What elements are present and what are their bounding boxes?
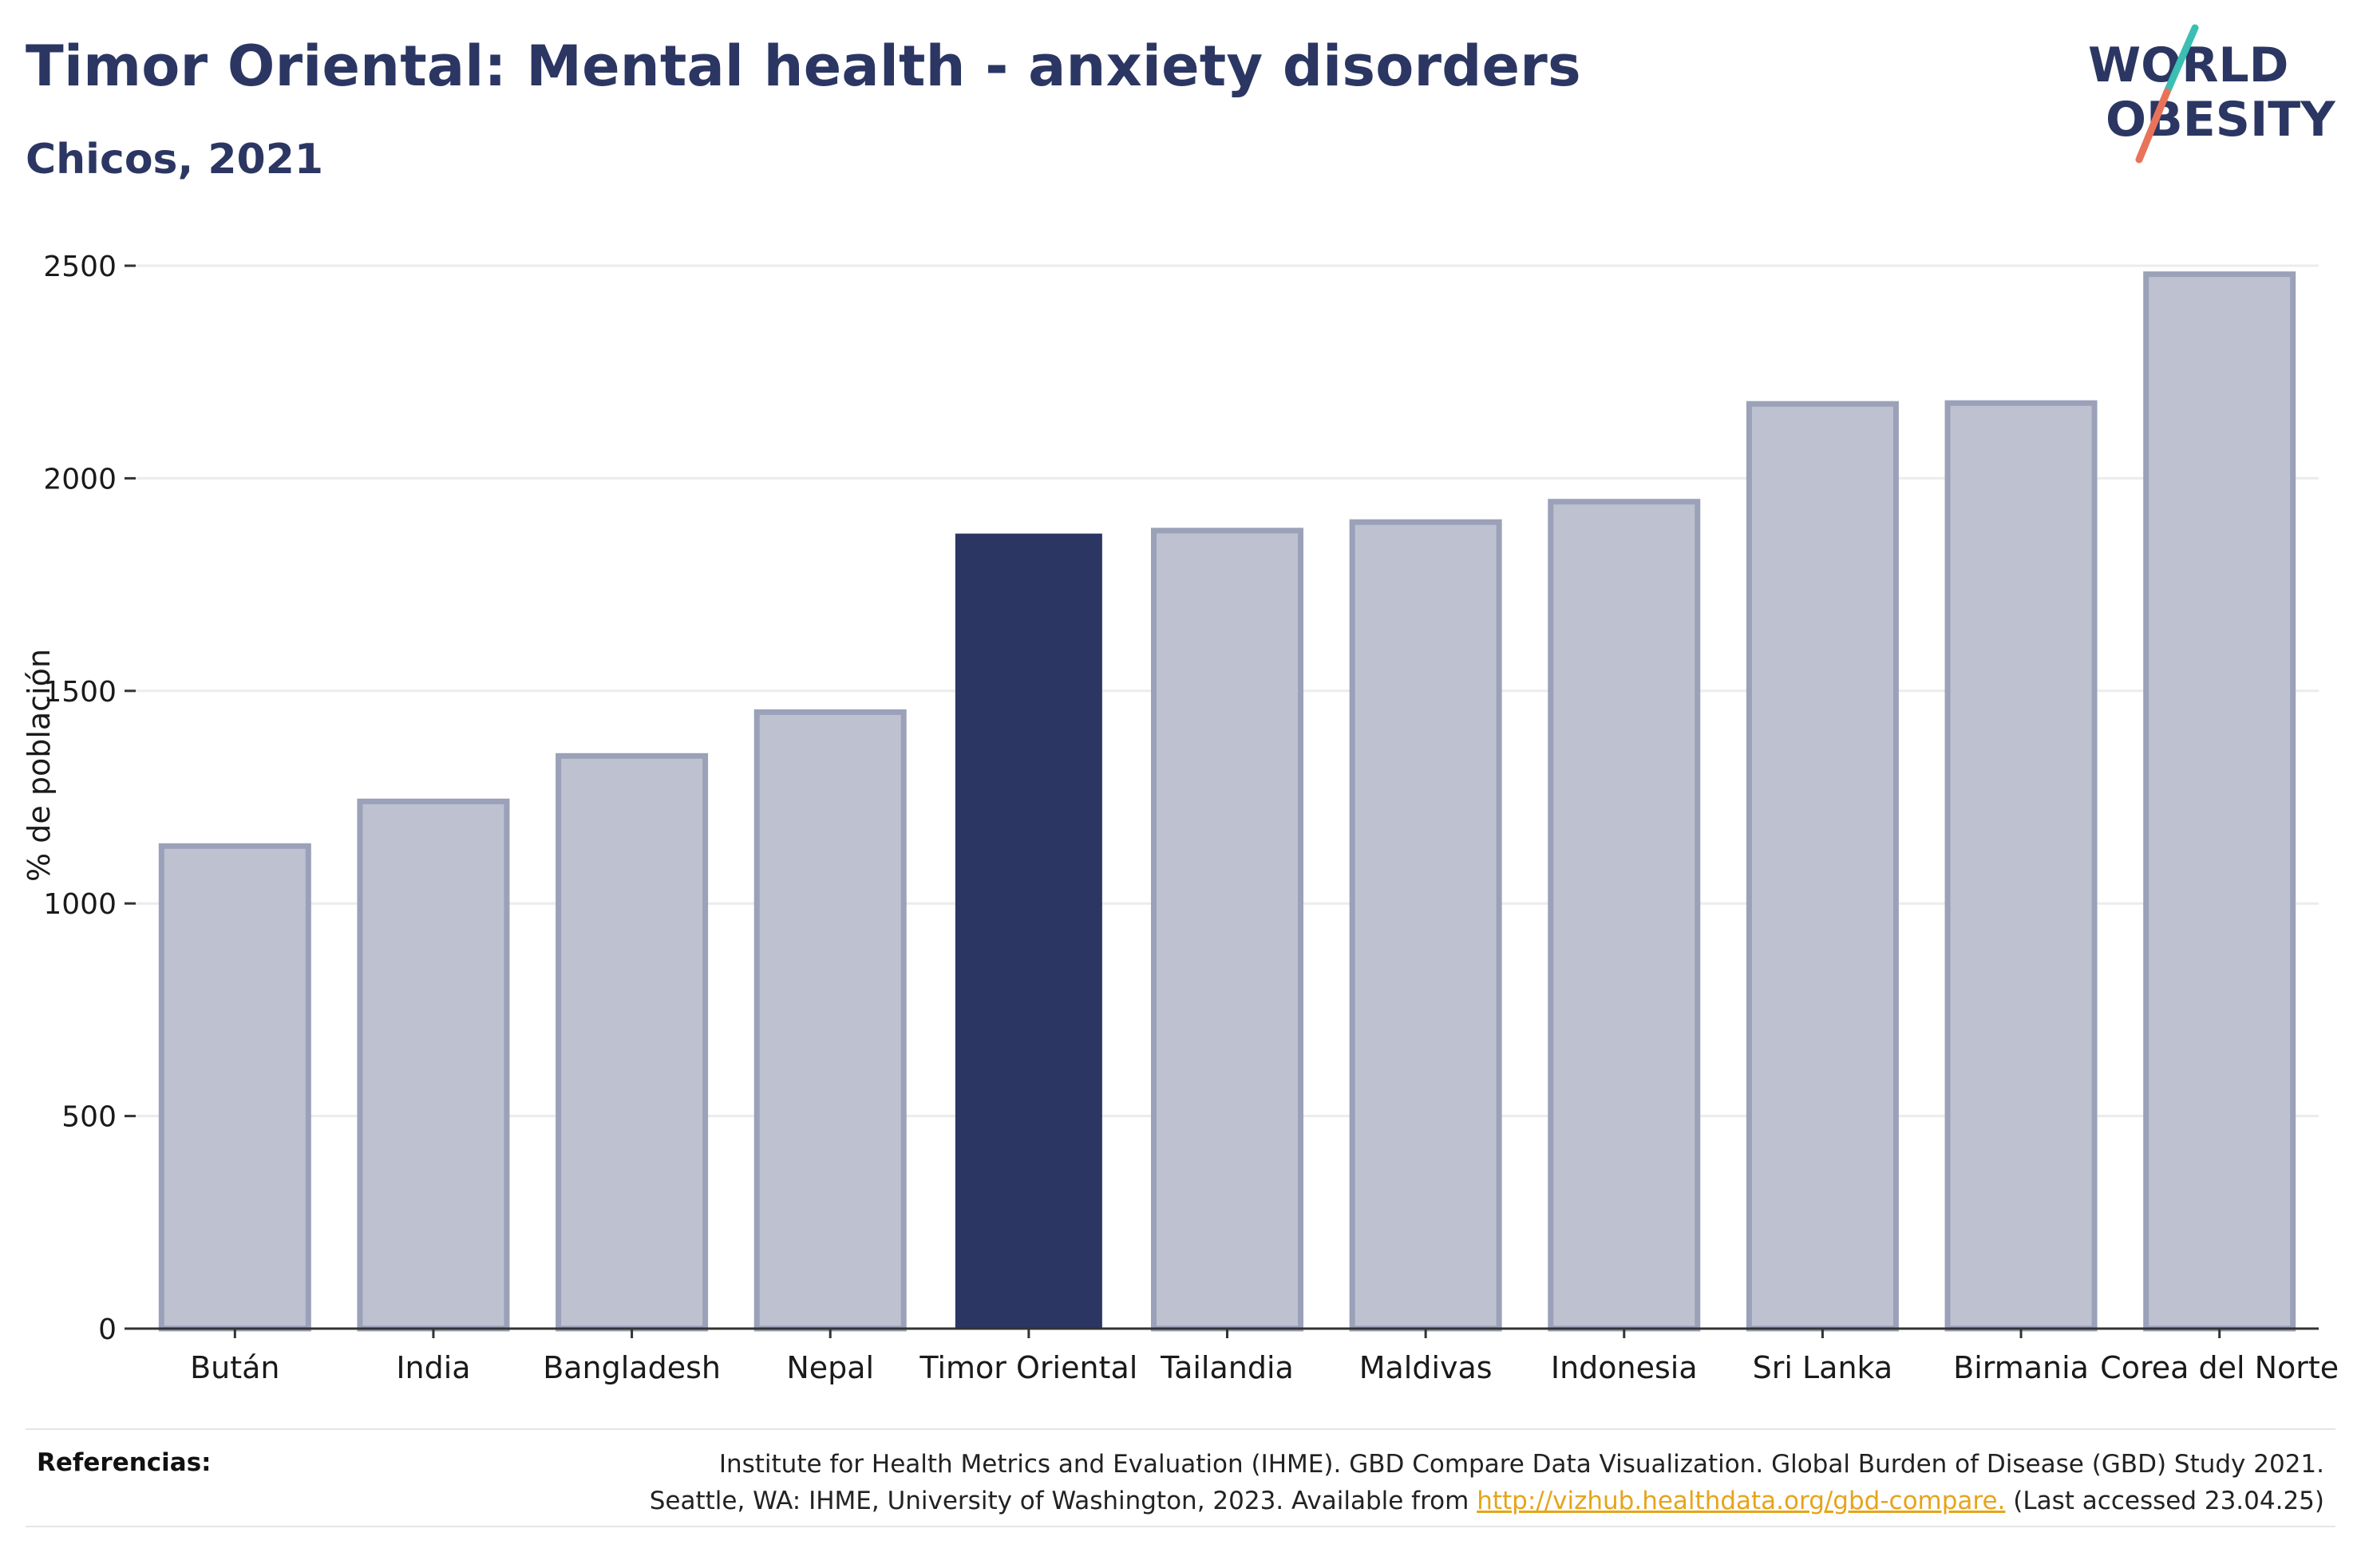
references-line1: Institute for Health Metrics and Evaluat… bbox=[718, 1450, 2324, 1479]
bar bbox=[753, 709, 907, 1332]
x-tick-label: Indonesia bbox=[1551, 1350, 1698, 1385]
y-tick-label: 2000 bbox=[43, 463, 117, 496]
bars bbox=[158, 271, 2296, 1332]
references-line2-suffix: (Last accessed 23.04.25) bbox=[2005, 1487, 2324, 1515]
x-tick-label: Sri Lanka bbox=[1753, 1350, 1893, 1385]
bar bbox=[2143, 271, 2296, 1332]
bar bbox=[1349, 519, 1502, 1332]
references-line2: Seattle, WA: IHME, University of Washing… bbox=[488, 1483, 2324, 1519]
y-tick-label: 1000 bbox=[43, 888, 117, 921]
bar bbox=[1548, 499, 1701, 1332]
chart-title: Timor Oriental: Mental health - anxiety … bbox=[26, 34, 1581, 99]
x-tick-label: Maldivas bbox=[1359, 1350, 1493, 1385]
x-tick-label: Bangladesh bbox=[543, 1350, 721, 1385]
bar-chart: 0 500 1000 1500 2000 2500 Bután India Bangladesh… bbox=[22, 251, 2339, 1385]
y-tick-label: 0 bbox=[98, 1313, 117, 1346]
x-tick-label: Timor Oriental bbox=[919, 1350, 1137, 1385]
axes: 0 500 1000 1500 2000 2500 Bután India Bangladesh… bbox=[43, 251, 2339, 1385]
references-bottom-rule bbox=[26, 1526, 2335, 1527]
logo-slash-coral bbox=[2135, 88, 2171, 164]
bar bbox=[1151, 527, 1303, 1332]
bar bbox=[1746, 401, 1899, 1332]
x-tick-label: Tailandia bbox=[1160, 1350, 1294, 1385]
bar bbox=[357, 798, 510, 1332]
x-tick-label: India bbox=[396, 1350, 470, 1385]
logo-slash-teal bbox=[2163, 24, 2199, 96]
y-tick-label: 500 bbox=[61, 1101, 117, 1134]
x-tick-label: Bután bbox=[190, 1350, 279, 1385]
y-axis-label: % de población bbox=[22, 649, 57, 882]
bar bbox=[556, 752, 709, 1332]
references-text: Institute for Health Metrics and Evaluat… bbox=[488, 1446, 2324, 1519]
chart-subtitle: Chicos, 2021 bbox=[26, 136, 324, 184]
x-tick-label: Birmania bbox=[1953, 1350, 2089, 1385]
x-tick-label: Corea del Norte bbox=[2100, 1350, 2339, 1385]
y-tick-label: 1500 bbox=[43, 676, 117, 709]
bar bbox=[955, 533, 1102, 1329]
references-label: Referencias: bbox=[37, 1448, 212, 1477]
bar bbox=[1944, 400, 2098, 1332]
bar bbox=[158, 843, 311, 1332]
references-top-rule bbox=[26, 1428, 2335, 1430]
y-tick-label: 2500 bbox=[43, 251, 117, 283]
references-line2-prefix: Seattle, WA: IHME, University of Washing… bbox=[649, 1487, 1477, 1515]
x-tick-label: Nepal bbox=[786, 1350, 874, 1385]
references-link[interactable]: http://vizhub.healthdata.org/gbd-compare… bbox=[1477, 1487, 2006, 1515]
world-obesity-logo: WORLD OBESITY bbox=[2088, 24, 2336, 164]
